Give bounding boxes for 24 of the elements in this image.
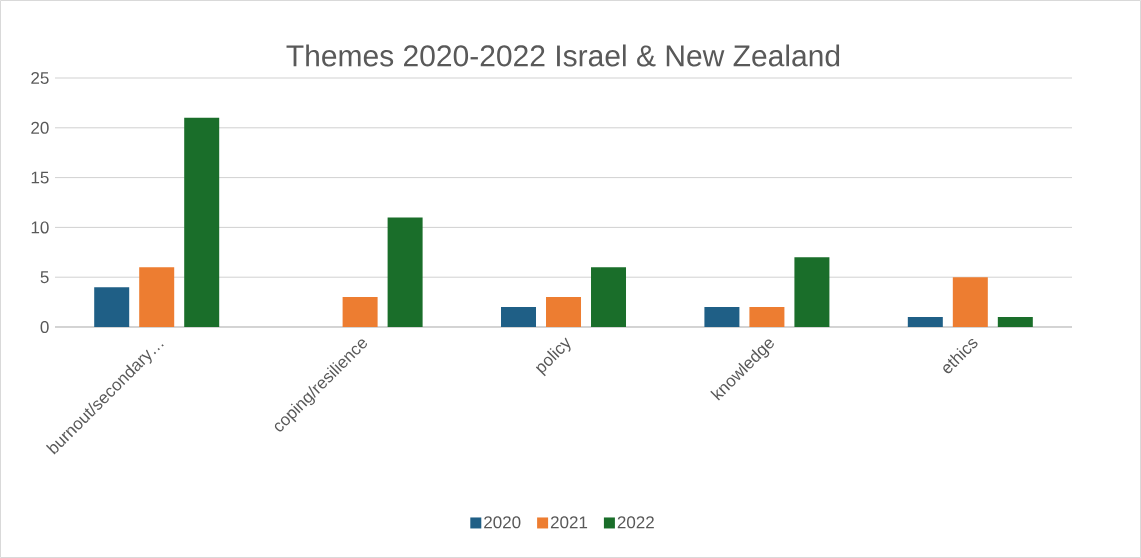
y-tick-label: 0 (40, 320, 49, 334)
bar (501, 307, 536, 327)
bar (342, 297, 378, 327)
legend-label: 2020 (484, 516, 521, 529)
bar (749, 307, 785, 327)
chart-title: Themes 2020-2022 Israel & New Zealand (286, 44, 840, 67)
bar (794, 257, 830, 327)
bar (94, 287, 130, 327)
y-tick-label: 20 (31, 121, 49, 134)
legend-label: 2022 (617, 516, 654, 529)
bar (591, 267, 627, 327)
y-tick-label: 5 (40, 271, 49, 284)
bar (139, 267, 175, 327)
bar (952, 277, 988, 327)
bar (546, 297, 582, 327)
y-tick-label: 15 (31, 171, 49, 184)
legend-label: 2021 (550, 516, 588, 529)
bar (387, 217, 423, 327)
bar (907, 317, 943, 327)
y-tick-label: 25 (31, 71, 49, 85)
y-tick-label: 10 (31, 221, 49, 234)
bar (997, 317, 1033, 327)
bar (184, 117, 220, 327)
bar (704, 307, 740, 327)
